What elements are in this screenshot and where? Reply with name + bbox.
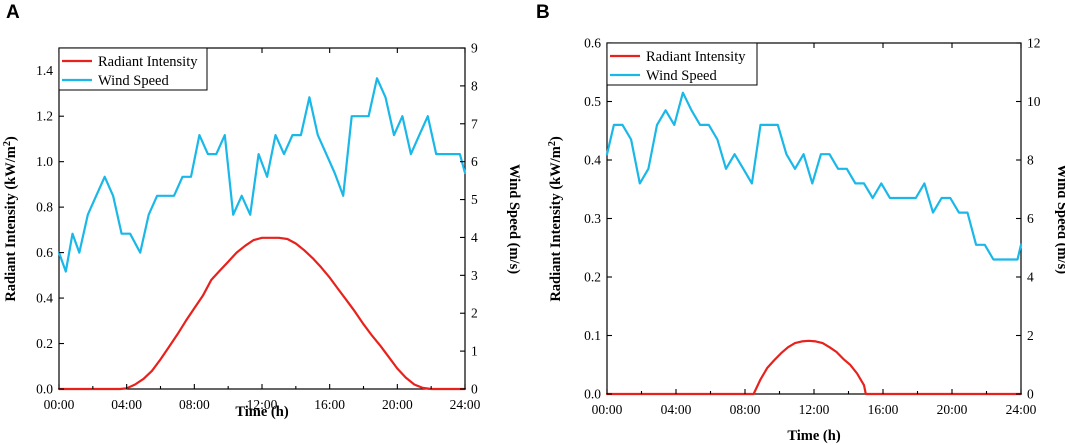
y-left-tick-label: 0.6 [36, 245, 53, 260]
y-axis-left-title-base: Radiant Intensity (kW/m [548, 146, 564, 302]
y-left-tick-label: 0.4 [584, 153, 601, 168]
y-right-tick-label: 0 [471, 382, 478, 397]
y-right-tick-label: 6 [471, 154, 478, 169]
ticks-layer: 00:00 04:00 08:00 12:00 16:00 20:00 24:00 0.0 0.… [584, 36, 1041, 418]
x-tick-label: 12:00 [247, 397, 278, 412]
x-tick-label: 20:00 [382, 397, 413, 412]
y-axis-right-title: Wind Speed (m/s) [506, 164, 522, 274]
plot-frame [58, 47, 466, 390]
legend-box [606, 42, 758, 86]
y-right-tick-label: 10 [1027, 94, 1041, 109]
legend-label-wind: Wind Speed [98, 73, 169, 89]
series-layer [57, 77, 467, 391]
legend-box [58, 47, 208, 91]
panel-b: B 00:00 04:00 08:00 12:00 16:00 20:00 24:00 0.0… [536, 2, 1065, 444]
y-left-tick-label: 0.5 [584, 94, 601, 109]
y-left-tick-label: 0.3 [584, 211, 601, 226]
y-axis-left-title-sup: 2 [2, 141, 13, 146]
y-right-tick-label: 1 [471, 344, 478, 359]
x-tick-label: 08:00 [730, 402, 761, 417]
y-left-tick-label: 0.6 [584, 36, 601, 51]
legend-label-radiant: Radiant Intensity [646, 49, 746, 65]
y-right-tick-label: 9 [471, 41, 478, 56]
y-left-tick-label: 0.0 [36, 382, 53, 397]
y-axis-left-title: Radiant Intensity (kW/m2) [547, 136, 564, 302]
y-right-tick-label: 8 [1027, 153, 1034, 168]
y-right-tick-label: 8 [471, 78, 478, 93]
y-left-tick-label: 0.8 [36, 200, 53, 215]
series-line-wind-speed [57, 77, 467, 273]
y-axis-right-title: Wind Speed (m/s) [1054, 164, 1065, 274]
y-right-tick-label: 5 [471, 192, 478, 207]
panel-label-b: B [536, 2, 550, 23]
legend-label-radiant: Radiant Intensity [98, 54, 198, 70]
y-right-tick-label: 12 [1027, 36, 1041, 51]
x-tick-label: 16:00 [314, 397, 345, 412]
y-axis-left-title-base: Radiant Intensity (kW/m [3, 146, 19, 302]
panel-label-a: A [6, 2, 20, 23]
y-left-tick-label: 1.4 [36, 63, 53, 78]
x-tick-label: 04:00 [111, 397, 142, 412]
y-axis-left-title-tail: ) [3, 136, 19, 141]
y-left-tick-label: 1.2 [36, 109, 53, 124]
series-line-radiant-intensity [57, 236, 467, 391]
x-axis-title: Time (h) [235, 404, 288, 420]
x-tick-label: 24:00 [1006, 402, 1037, 417]
y-left-tick-label: 1.0 [36, 154, 53, 169]
x-tick-label: 24:00 [450, 397, 481, 412]
x-tick-label: 16:00 [868, 402, 899, 417]
y-left-tick-label: 0.4 [36, 291, 53, 306]
y-axis-left-title-sup: 2 [547, 141, 558, 146]
x-tick-label: 08:00 [179, 397, 210, 412]
y-right-tick-label: 7 [471, 116, 478, 131]
legend: Radiant Intensity Wind Speed [58, 47, 208, 91]
y-left-tick-label: 0.1 [584, 328, 601, 343]
legend: Radiant Intensity Wind Speed [606, 42, 758, 86]
panel-a: A 00:00 04:00 08:00 12:00 16:00 20:00 24:00 0.0… [2, 2, 522, 420]
y-right-tick-label: 2 [471, 306, 478, 321]
y-axis-left-title: Radiant Intensity (kW/m2) [2, 136, 19, 302]
series-line-radiant-intensity [605, 339, 1023, 396]
x-tick-label: 00:00 [592, 402, 623, 417]
y-right-tick-label: 6 [1027, 211, 1034, 226]
y-left-tick-label: 0.0 [584, 387, 601, 402]
ticks-layer: 00:00 04:00 08:00 12:00 16:00 20:00 24:00 0.0 0.… [36, 41, 480, 413]
y-left-tick-label: 0.2 [584, 270, 601, 285]
y-right-tick-label: 4 [471, 230, 478, 245]
y-right-tick-label: 0 [1027, 387, 1034, 402]
y-right-tick-label: 3 [471, 268, 478, 283]
series-layer [605, 91, 1023, 396]
x-tick-label: 20:00 [937, 402, 968, 417]
x-tick-label: 12:00 [799, 402, 830, 417]
legend-label-wind: Wind Speed [646, 68, 717, 84]
x-tick-label: 00:00 [44, 397, 75, 412]
y-left-tick-label: 0.2 [36, 336, 53, 351]
y-right-tick-label: 2 [1027, 328, 1034, 343]
series-line-wind-speed [605, 91, 1023, 261]
y-right-tick-label: 4 [1027, 270, 1034, 285]
x-axis-title: Time (h) [787, 428, 840, 444]
x-tick-label: 04:00 [661, 402, 692, 417]
y-axis-left-title-tail: ) [548, 136, 564, 141]
